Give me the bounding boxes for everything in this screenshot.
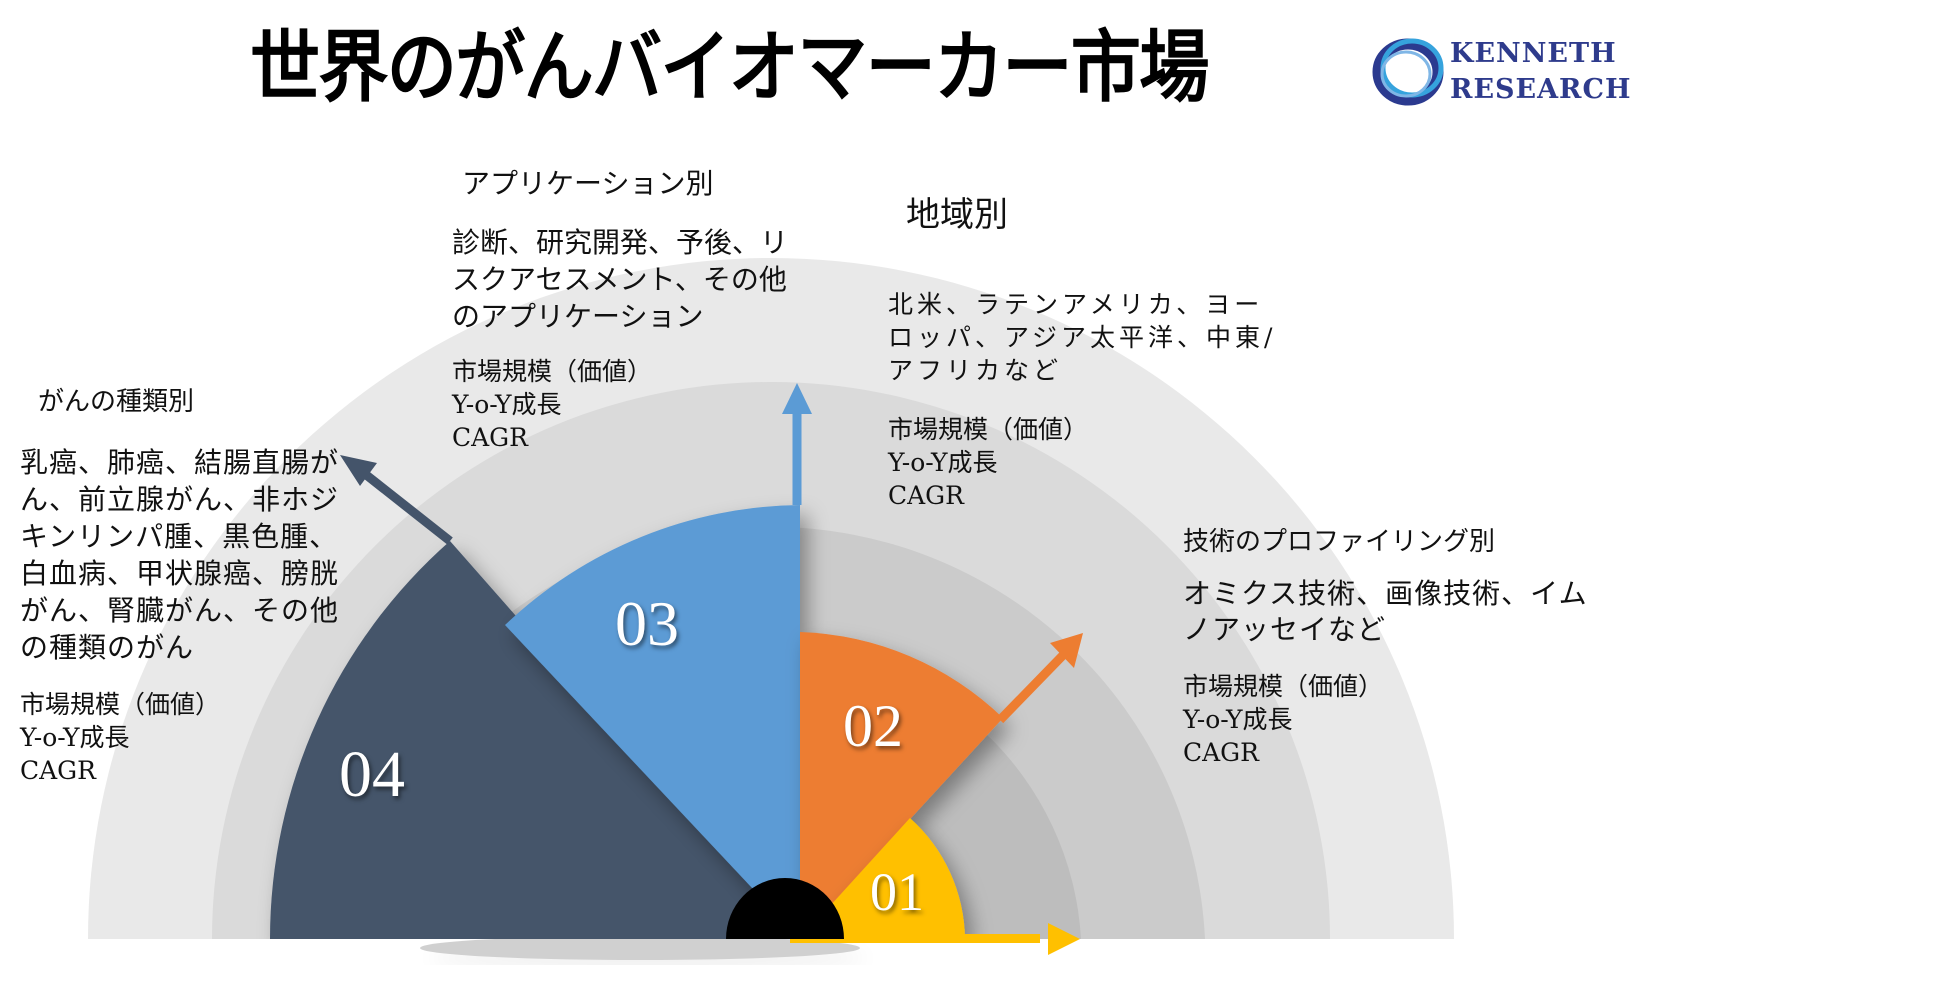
metric-market-size: 市場規模（価値）: [1183, 672, 1384, 701]
logo-line-1: KENNETH: [1450, 38, 1617, 69]
arrow-01: [790, 923, 1080, 955]
segment-01-metrics: 市場規模（価値） Y-o-Y成長 CAGR: [1183, 670, 1613, 769]
segment-04-body: 乳癌、肺癌、結腸直腸がん、前立腺がん、非ホジキンリンパ腫、黒色腫、白血病、甲状腺…: [20, 446, 340, 664]
metric-yoy-growth: Y-o-Y成長: [1183, 705, 1293, 734]
arrow-02: [996, 633, 1083, 724]
segment-04-number: 04: [339, 738, 405, 811]
hub-semicircle: [726, 878, 844, 939]
segment-01-sector: [800, 818, 965, 939]
segment-04-heading: がんの種類別: [38, 387, 195, 417]
swirl-ring-icon: [1372, 38, 1444, 106]
segment-04-metrics: 市場規模（価値） Y-o-Y成長 CAGR: [20, 688, 360, 787]
logo-line-2: RESEARCH: [1450, 74, 1632, 105]
segment-03-sector: [505, 505, 800, 939]
metric-cagr: CAGR: [452, 423, 528, 452]
metric-yoy-growth: Y-o-Y成長: [20, 723, 130, 752]
metric-yoy-growth: Y-o-Y成長: [888, 448, 998, 477]
segment-03-body: 診断、研究開発、予後、リスクアセスメント、その他のアプリケーション: [452, 226, 789, 333]
metric-market-size: 市場規模（価値）: [452, 357, 653, 386]
metric-cagr: CAGR: [1183, 738, 1259, 767]
metric-cagr: CAGR: [20, 756, 96, 785]
segment-03-number: 03: [615, 588, 679, 659]
kenneth-research-logo: KENNETH RESEARCH: [1372, 32, 1632, 112]
segment-03-metrics: 市場規模（価値） Y-o-Y成長 CAGR: [452, 355, 802, 454]
segment-02-metrics: 市場規模（価値） Y-o-Y成長 CAGR: [888, 413, 1278, 512]
segment-02-heading: 地域別: [906, 195, 1008, 235]
metric-cagr: CAGR: [888, 481, 964, 510]
segment-02-sector: [800, 632, 1003, 939]
segment-02-number: 02: [843, 693, 903, 759]
metric-yoy-growth: Y-o-Y成長: [452, 390, 562, 419]
segment-01-heading: 技術のプロファイリング別: [1183, 527, 1496, 557]
metric-market-size: 市場規模（価値）: [20, 690, 221, 719]
metric-market-size: 市場規模（価値）: [888, 415, 1089, 444]
segment-01-number: 01: [870, 862, 924, 922]
segment-04-sector: [270, 541, 800, 939]
segment-01-body: オミクス技術、画像技術、イムノアッセイなど: [1183, 577, 1588, 646]
segment-02-description: 地域別 北米、ラテンアメリカ、ヨーロッパ、アジア太平洋、中東/アフリカなど 市場…: [888, 194, 1278, 512]
segment-03-heading: アプリケーション別: [462, 167, 714, 200]
segment-03-description: アプリケーション別 診断、研究開発、予後、リスクアセスメント、その他のアプリケー…: [452, 166, 802, 454]
arrow-04: [340, 455, 453, 545]
segment-02-body: 北米、ラテンアメリカ、ヨーロッパ、アジア太平洋、中東/アフリカなど: [888, 290, 1277, 385]
segment-04-description: がんの種類別 乳癌、肺癌、結腸直腸がん、前立腺がん、非ホジキンリンパ腫、黒色腫、…: [20, 384, 360, 787]
page-title: 世界のがんバイオマーカー市場: [250, 23, 1209, 113]
segment-01-description: 技術のプロファイリング別 オミクス技術、画像技術、イムノアッセイなど 市場規模（…: [1183, 524, 1613, 769]
arrow-03: [782, 383, 812, 505]
